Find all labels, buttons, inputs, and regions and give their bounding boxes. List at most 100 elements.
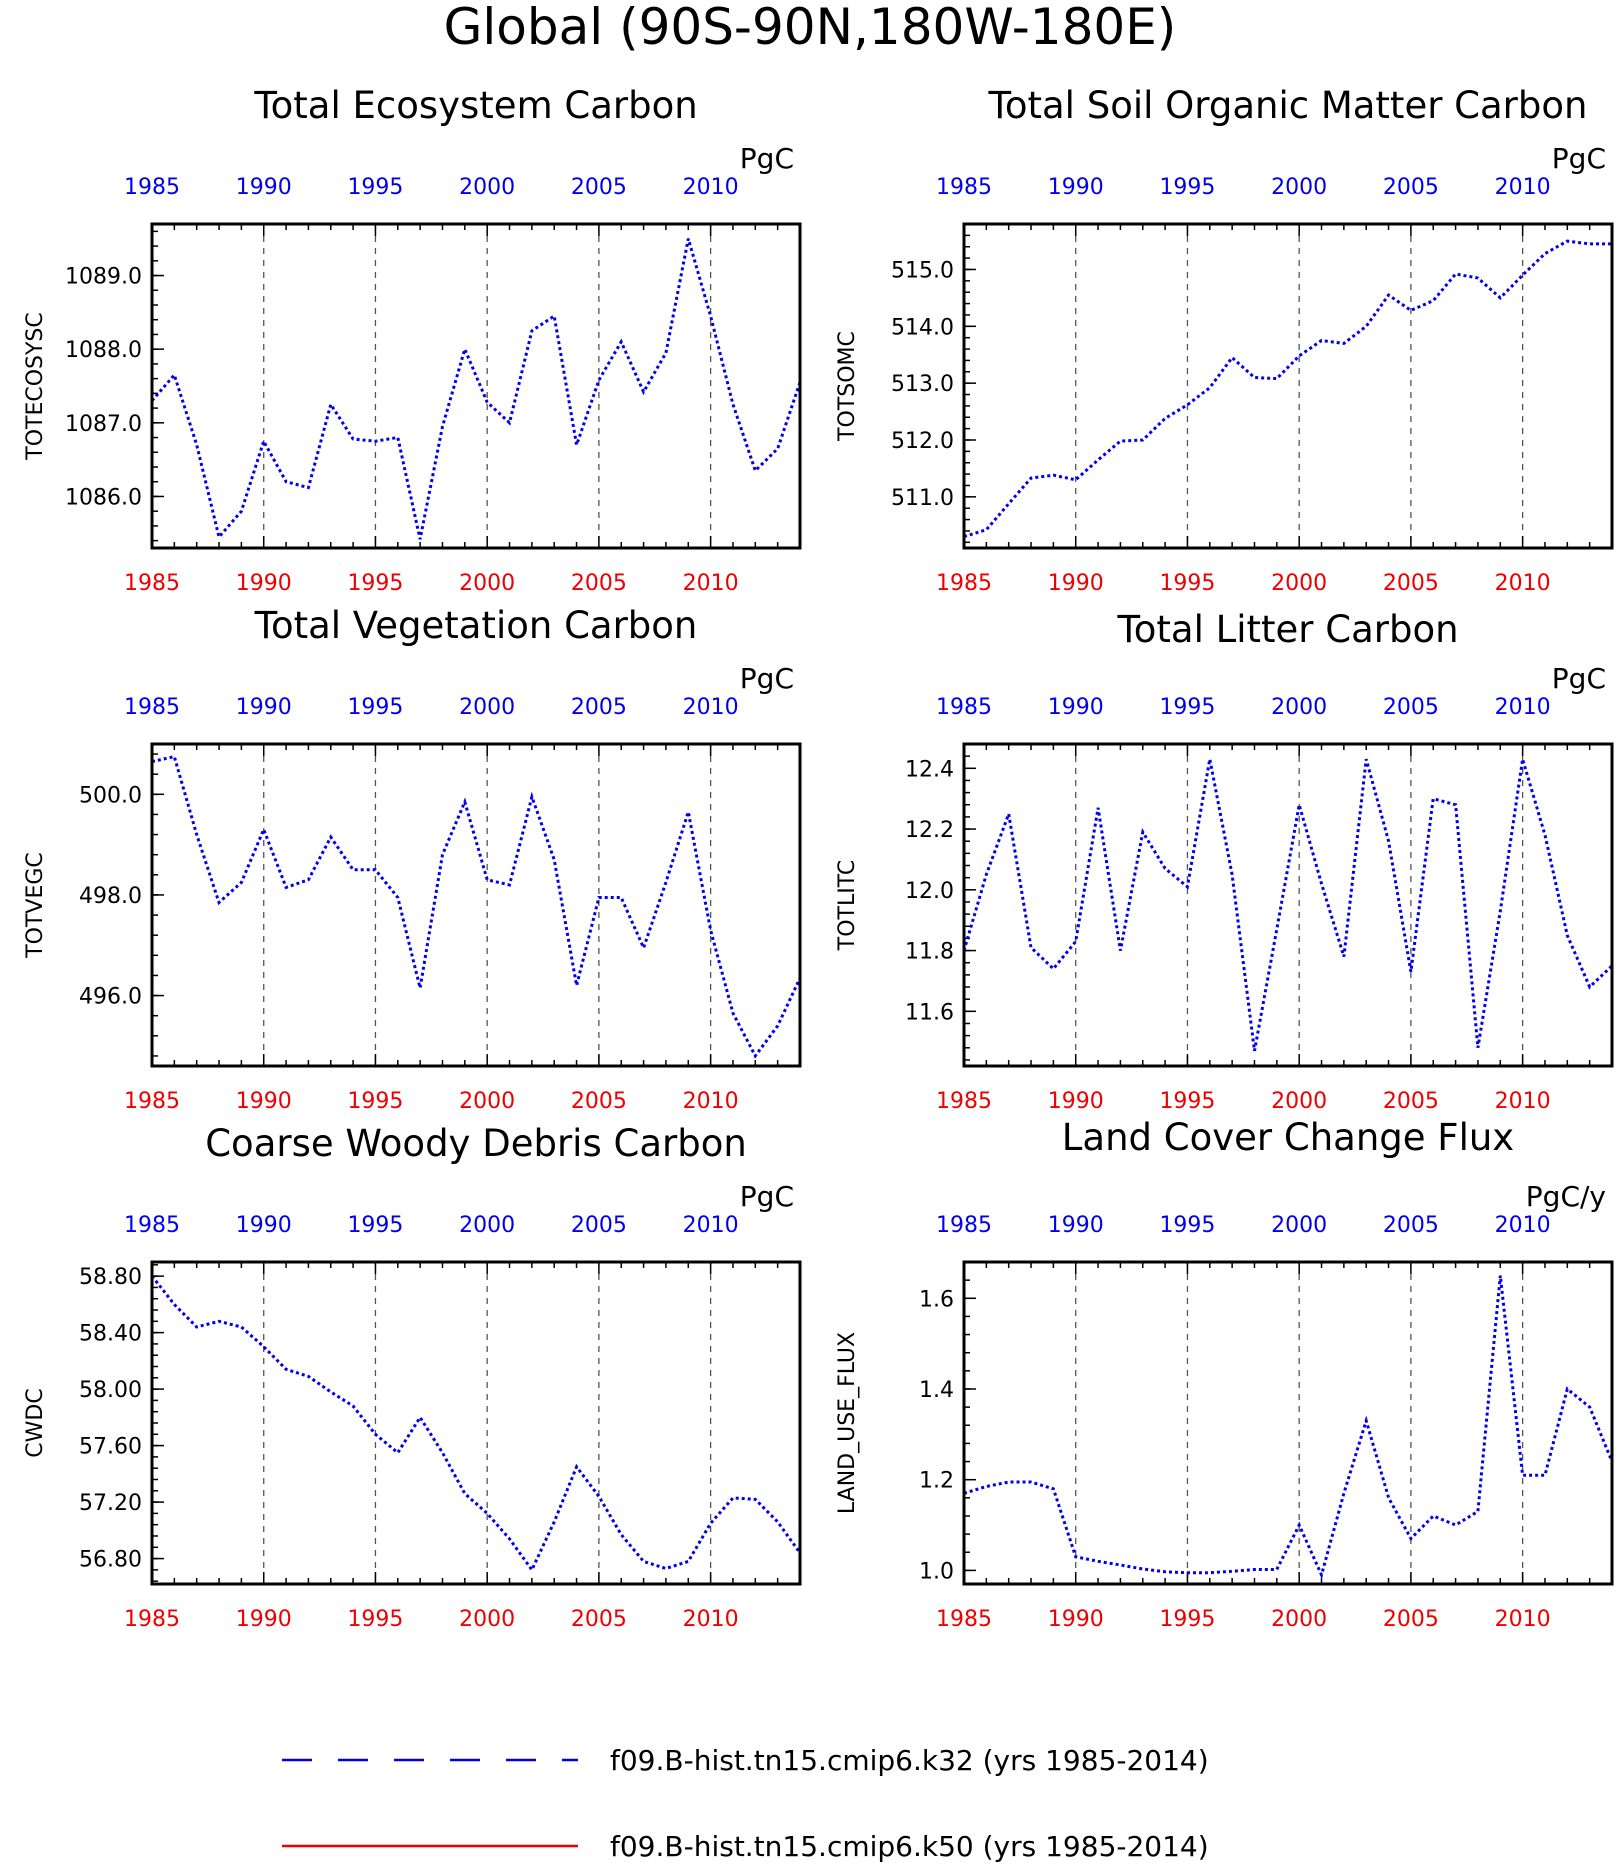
plot-frame [150, 742, 802, 1068]
panel-title: Total Vegetation Carbon [254, 604, 698, 647]
series-line [152, 238, 800, 541]
y-tick-label: 58.40 [79, 1322, 142, 1347]
x-tick-label-bottom: 1990 [236, 1607, 292, 1632]
x-tick-label-top: 2005 [1383, 1213, 1439, 1238]
series-line [964, 1275, 1612, 1580]
y-axis-label: TOTECOSYSC [23, 312, 48, 461]
y-tick-label: 57.60 [79, 1435, 142, 1460]
y-tick-label: 11.8 [905, 940, 954, 965]
y-axis-label: TOTSOMC [835, 331, 860, 442]
y-tick-label: 58.80 [79, 1265, 142, 1290]
x-tick-label-bottom: 2010 [1495, 1607, 1551, 1632]
panel-6: Land Cover Change Flux PgC/y 1.0 1.2 1.4 1.6 1… [835, 1116, 1614, 1632]
plot-frame [150, 222, 802, 550]
x-tick-label-bottom: 1995 [347, 571, 403, 596]
x-tick-label-top: 2000 [1271, 175, 1327, 200]
x-tick-label-top: 1990 [1048, 1213, 1104, 1238]
x-tick-label-top: 2000 [459, 175, 515, 200]
y-tick-label: 498.0 [79, 884, 142, 909]
x-tick-label-bottom: 2010 [683, 1089, 739, 1114]
x-tick-label-bottom: 2000 [1271, 1089, 1327, 1114]
x-tick-label-top: 1995 [1159, 175, 1215, 200]
x-tick-label-top: 2000 [1271, 695, 1327, 720]
y-axis-label: LAND_USE_FLUX [835, 1332, 860, 1514]
units-label: PgC [740, 1180, 794, 1213]
y-axis-label: CWDC [23, 1388, 48, 1457]
x-tick-label-bottom: 2005 [571, 1089, 627, 1114]
y-tick-label: 12.4 [905, 757, 954, 782]
panel-title: Total Soil Organic Matter Carbon [988, 84, 1588, 127]
panel-title: Total Ecosystem Carbon [253, 84, 697, 127]
y-tick-label: 12.0 [905, 879, 954, 904]
panel-title: Total Litter Carbon [1116, 608, 1458, 651]
x-tick-label-bottom: 2005 [1383, 1089, 1439, 1114]
x-tick-label-bottom: 1990 [1048, 1089, 1104, 1114]
x-tick-label-bottom: 2005 [1383, 1607, 1439, 1632]
x-tick-label-bottom: 1985 [124, 571, 180, 596]
x-tick-label-bottom: 2000 [1271, 1607, 1327, 1632]
x-tick-label-top: 2005 [571, 175, 627, 200]
x-tick-label-bottom: 2000 [459, 1607, 515, 1632]
x-tick-label-top: 1985 [936, 695, 992, 720]
x-tick-label-top: 1995 [347, 1213, 403, 1238]
series-line [964, 758, 1612, 1052]
y-tick-label: 515.0 [891, 258, 954, 283]
legend-label: f09.B-hist.tn15.cmip6.k50 (yrs 1985-2014… [610, 1830, 1209, 1863]
x-tick-label-bottom: 1995 [347, 1607, 403, 1632]
y-tick-label: 496.0 [79, 985, 142, 1010]
x-tick-label-bottom: 2000 [459, 1089, 515, 1114]
y-tick-label: 11.6 [905, 1000, 954, 1025]
y-tick-label: 1087.0 [65, 412, 142, 437]
x-tick-label-top: 1990 [236, 1213, 292, 1238]
y-tick-label: 56.80 [79, 1548, 142, 1573]
y-tick-label: 1089.0 [65, 265, 142, 290]
units-label: PgC [1552, 662, 1606, 695]
y-tick-label: 511.0 [891, 486, 954, 511]
x-tick-label-top: 1990 [1048, 175, 1104, 200]
x-tick-label-bottom: 2000 [459, 571, 515, 596]
y-tick-label: 500.0 [79, 783, 142, 808]
x-tick-label-top: 1995 [1159, 1213, 1215, 1238]
x-tick-label-bottom: 1985 [936, 1607, 992, 1632]
series-line [964, 239, 1612, 539]
panel-2: Total Soil Organic Matter Carbon PgC 511.0… [835, 84, 1614, 596]
x-tick-label-top: 2005 [571, 695, 627, 720]
x-tick-label-top: 2000 [459, 695, 515, 720]
units-label: PgC [740, 142, 794, 175]
panel-5: Coarse Woody Debris Carbon PgC 56.80 57.20 5… [23, 1122, 802, 1632]
legend-label: f09.B-hist.tn15.cmip6.k32 (yrs 1985-2014… [610, 1744, 1209, 1777]
x-tick-label-bottom: 1990 [236, 571, 292, 596]
x-tick-label-top: 2010 [683, 175, 739, 200]
y-tick-label: 57.20 [79, 1491, 142, 1516]
y-tick-label: 1088.0 [65, 338, 142, 363]
x-tick-label-top: 1995 [1159, 695, 1215, 720]
x-tick-label-top: 2000 [459, 1213, 515, 1238]
x-tick-label-top: 1985 [124, 175, 180, 200]
plot-frame [962, 742, 1614, 1068]
x-tick-label-bottom: 1990 [1048, 1607, 1104, 1632]
x-tick-label-top: 2010 [1495, 175, 1551, 200]
x-tick-label-top: 1985 [124, 1213, 180, 1238]
x-tick-label-bottom: 2010 [683, 571, 739, 596]
x-tick-label-bottom: 1985 [936, 1089, 992, 1114]
panel-title: Land Cover Change Flux [1062, 1116, 1514, 1159]
y-tick-label: 12.2 [905, 818, 954, 843]
y-tick-label: 513.0 [891, 372, 954, 397]
legend: f09.B-hist.tn15.cmip6.k32 (yrs 1985-2014… [282, 1744, 1209, 1863]
units-label: PgC/y [1526, 1180, 1606, 1213]
x-tick-label-bottom: 1985 [124, 1607, 180, 1632]
x-tick-label-bottom: 1995 [1159, 1607, 1215, 1632]
x-tick-label-top: 1985 [936, 175, 992, 200]
x-tick-label-top: 1985 [936, 1213, 992, 1238]
x-tick-label-top: 1990 [1048, 695, 1104, 720]
x-tick-label-bottom: 2000 [1271, 571, 1327, 596]
x-tick-label-top: 2005 [1383, 175, 1439, 200]
x-tick-label-bottom: 2010 [1495, 571, 1551, 596]
x-tick-label-top: 2005 [571, 1213, 627, 1238]
x-tick-label-top: 1995 [347, 695, 403, 720]
plot-frame [962, 222, 1614, 550]
x-tick-label-top: 1995 [347, 175, 403, 200]
y-tick-label: 1086.0 [65, 485, 142, 510]
series-line [152, 1275, 800, 1573]
